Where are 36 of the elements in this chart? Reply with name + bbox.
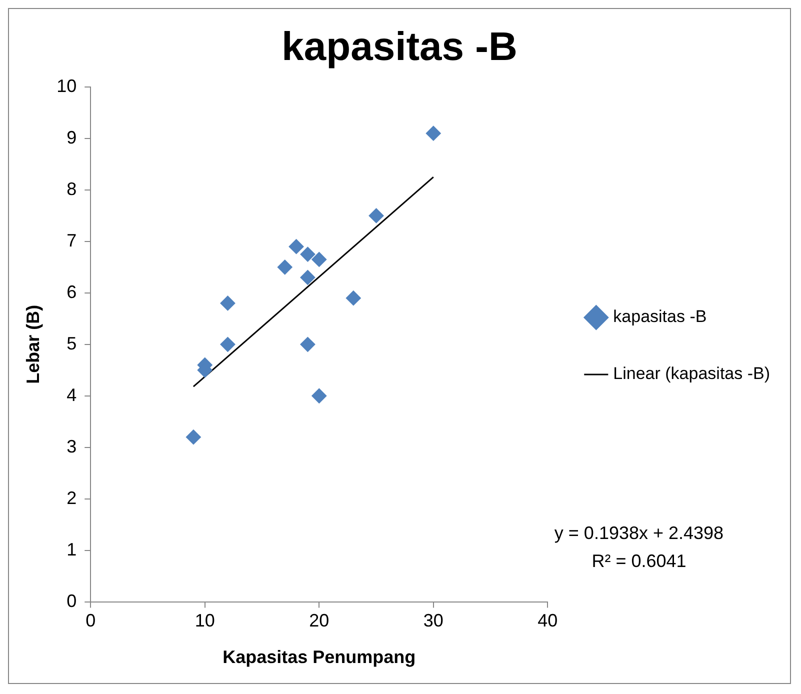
point	[300, 246, 316, 262]
text: y = 0.1938x + 2.4398	[553, 522, 725, 545]
point	[312, 388, 327, 404]
y-tick-label: 9	[66, 127, 77, 148]
y-tick-label: 5	[66, 333, 77, 354]
y-tick-label: 2	[66, 488, 77, 508]
point	[426, 126, 441, 141]
point	[312, 252, 327, 267]
y-tick-label: 0	[66, 590, 77, 611]
y-tick-label: 8	[66, 178, 77, 199]
y-tick-label: 4	[66, 384, 77, 405]
y-tick-label: 3	[66, 436, 77, 456]
x-tick-label: 10	[194, 610, 215, 631]
y-tick-label: 1	[66, 539, 77, 560]
point	[277, 260, 292, 275]
y-tick-label: 10	[56, 76, 77, 96]
point	[220, 336, 236, 352]
x-tick-label: 20	[309, 610, 330, 631]
y-axis-title: Lebar (B)	[22, 304, 43, 384]
chart-title: kapasitas -B	[282, 25, 518, 70]
point	[186, 430, 201, 445]
x-tick-label: 40	[538, 610, 558, 631]
x-tick-label: 30	[423, 610, 444, 631]
point	[288, 239, 304, 254]
x-tick-label: 0	[86, 610, 96, 631]
y-tick-label: 7	[66, 230, 77, 250]
y-tick-label: 6	[66, 282, 77, 302]
point	[300, 270, 316, 285]
x-axis-title: Kapasitas Penumpang	[222, 647, 416, 668]
legend-label: Linear (kapasitas -B)	[613, 364, 770, 384]
point	[220, 296, 236, 311]
point	[368, 208, 384, 224]
text: R² = 0.6041	[590, 550, 688, 573]
point	[300, 336, 316, 352]
point	[346, 290, 361, 306]
legend-label: kapasitas -B	[613, 307, 707, 326]
